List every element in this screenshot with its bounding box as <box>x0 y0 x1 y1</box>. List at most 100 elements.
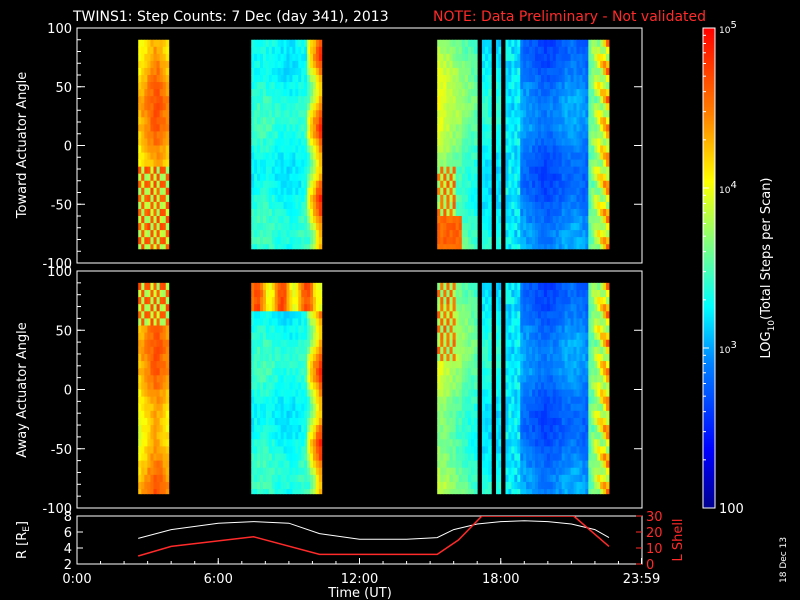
heatmap-cell <box>147 389 151 398</box>
heatmap-cell <box>467 75 472 83</box>
heatmap-cell <box>295 216 299 224</box>
heatmap-cell <box>570 194 574 203</box>
heatmap-cell <box>452 46 457 55</box>
heatmap-cell <box>514 467 518 476</box>
heatmap-cell <box>310 89 314 97</box>
heatmap-cell <box>600 180 604 189</box>
heatmap-cell <box>437 453 441 461</box>
heatmap-cell <box>452 361 457 369</box>
heatmap-cell <box>315 131 320 139</box>
heatmap-cell <box>455 216 460 224</box>
heatmap-cell <box>265 173 270 182</box>
heatmap-cell <box>286 446 290 454</box>
heatmap-cell <box>532 39 536 48</box>
heatmap-cell <box>467 194 472 203</box>
heatmap-cell <box>298 223 302 231</box>
heatmap-cell <box>307 289 311 298</box>
heatmap-cell <box>485 403 489 412</box>
heatmap-cell <box>546 173 551 182</box>
heatmap-cell <box>452 467 457 476</box>
heatmap-cell <box>535 124 539 132</box>
heatmap-cell <box>449 173 453 182</box>
heatmap-cell <box>313 346 317 355</box>
heatmap-cell <box>529 103 533 111</box>
heatmap-cell <box>277 152 282 160</box>
heatmap-cell <box>162 110 167 118</box>
heatmap-cell <box>567 389 571 398</box>
heatmap-cell <box>543 382 548 390</box>
heatmap-cell <box>452 201 457 210</box>
heatmap-cell <box>461 39 466 48</box>
heatmap-cell <box>295 282 299 291</box>
heatmap-cell <box>310 82 314 90</box>
heatmap-cell <box>138 489 142 495</box>
heatmap-cell <box>520 289 524 298</box>
heatmap-cell <box>606 67 610 76</box>
heatmap-cell <box>165 339 170 348</box>
heatmap-cell <box>307 481 311 490</box>
heatmap-cell <box>461 67 466 76</box>
heatmap-cell <box>467 460 472 469</box>
heatmap-cell <box>277 67 282 76</box>
heatmap-cell <box>529 96 533 104</box>
heatmap-cell <box>523 325 527 334</box>
heatmap-cell <box>558 201 563 210</box>
heatmap-cell <box>277 460 282 469</box>
heatmap-cell <box>555 194 560 203</box>
heatmap-cell <box>573 311 577 319</box>
heatmap-cell <box>265 439 270 447</box>
heatmap-cell <box>585 159 589 168</box>
heatmap-cell <box>458 353 463 362</box>
heatmap-cell <box>505 39 509 48</box>
heatmap-cell <box>283 361 287 369</box>
heatmap-cell <box>529 46 533 55</box>
heatmap-cell <box>260 375 264 383</box>
heatmap-cell <box>162 489 167 495</box>
heatmap-cell <box>265 353 270 362</box>
heatmap-cell <box>440 138 444 146</box>
heatmap-cell <box>488 60 492 69</box>
heatmap-cell <box>289 194 293 203</box>
heatmap-cell <box>437 67 441 76</box>
heatmap-cell <box>283 389 287 398</box>
heatmap-cell <box>138 103 142 111</box>
heatmap-cell <box>600 110 604 118</box>
heatmap-cell <box>597 67 601 76</box>
heatmap-cell <box>555 208 560 217</box>
heatmap-cell <box>498 439 502 447</box>
heatmap-cell <box>561 216 566 224</box>
heatmap-cell <box>162 152 167 160</box>
heatmap-cell <box>588 152 592 160</box>
heatmap-cell <box>313 361 317 369</box>
heatmap-cell <box>153 60 157 69</box>
heatmap-cell <box>520 67 524 76</box>
heatmap-cell <box>295 382 299 390</box>
heatmap-cell <box>446 46 450 55</box>
heatmap-cell <box>474 297 478 305</box>
heatmap-cell <box>289 304 293 312</box>
heatmap-cell <box>318 282 323 291</box>
heatmap-cell <box>443 194 447 203</box>
heatmap-cell <box>313 237 317 245</box>
heatmap-cell <box>549 103 554 111</box>
heatmap-cell <box>159 138 164 146</box>
heatmap-cell <box>582 53 586 62</box>
heatmap-cell <box>144 89 148 97</box>
heatmap-cell <box>138 382 142 390</box>
heatmap-cell <box>511 446 515 454</box>
heatmap-cell <box>546 439 551 447</box>
heatmap-cell <box>315 46 320 55</box>
heatmap-cell <box>310 417 314 426</box>
heatmap-cell <box>301 89 305 97</box>
heatmap-cell <box>298 332 302 341</box>
heatmap-cell <box>532 124 536 132</box>
heatmap-cell <box>505 89 509 97</box>
heatmap-cell <box>597 75 601 83</box>
heatmap-cell <box>144 187 148 196</box>
heatmap-cell <box>481 110 486 118</box>
heatmap-cell <box>464 417 469 426</box>
heatmap-cell <box>260 138 264 146</box>
heatmap-cell <box>464 75 469 83</box>
heatmap-cell <box>505 67 509 76</box>
heatmap-cell <box>446 289 450 298</box>
